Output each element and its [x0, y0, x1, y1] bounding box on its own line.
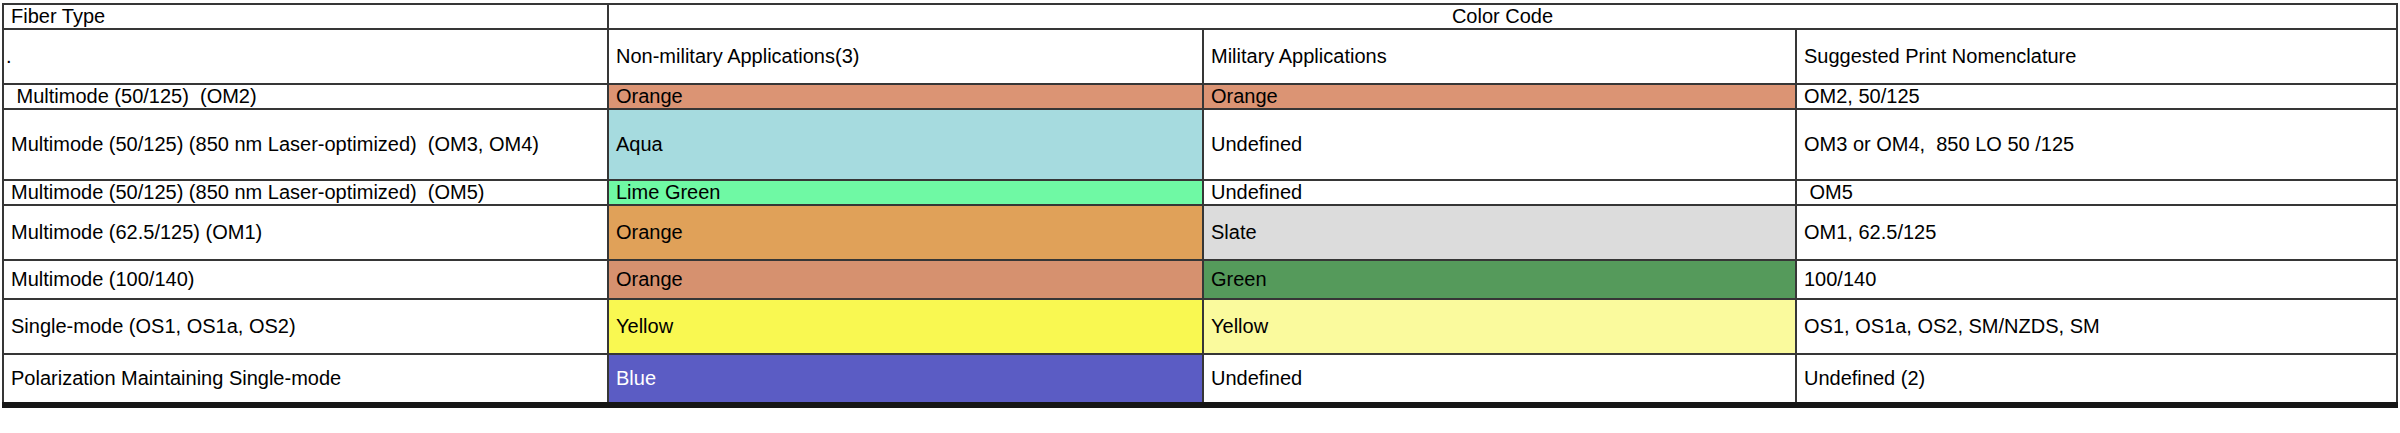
- military-color-cell: Undefined: [1203, 180, 1796, 205]
- fiber-type-cell: Multimode (50/125) (850 nm Laser-optimiz…: [3, 180, 608, 205]
- non-military-color-cell: Orange: [608, 205, 1203, 260]
- fiber-color-code-table: Fiber Type Color Code . Non-military App…: [2, 3, 2398, 408]
- non-military-color-cell: Orange: [608, 260, 1203, 299]
- nomenclature-cell: OS1, OS1a, OS2, SM/NZDS, SM: [1796, 299, 2397, 354]
- military-color-cell: Slate: [1203, 205, 1796, 260]
- dot-placeholder-cell: .: [3, 29, 608, 84]
- col-header-military: Military Applications: [1203, 29, 1796, 84]
- non-military-color-cell: Blue: [608, 354, 1203, 405]
- military-color-cell: Undefined: [1203, 354, 1796, 405]
- fiber-type-header: Fiber Type: [3, 4, 608, 29]
- table-row: Multimode (100/140) Orange Green 100/140: [3, 260, 2397, 299]
- fiber-type-cell: Multimode (62.5/125) (OM1): [3, 205, 608, 260]
- military-color-cell: Orange: [1203, 84, 1796, 109]
- non-military-color-cell: Yellow: [608, 299, 1203, 354]
- non-military-color-cell: Orange: [608, 84, 1203, 109]
- military-color-cell: Yellow: [1203, 299, 1796, 354]
- fiber-type-cell: Multimode (100/140): [3, 260, 608, 299]
- fiber-type-cell: Polarization Maintaining Single-mode: [3, 354, 608, 405]
- table-row: Multimode (62.5/125) (OM1) Orange Slate …: [3, 205, 2397, 260]
- military-color-cell: Undefined: [1203, 109, 1796, 180]
- col-header-nomenclature: Suggested Print Nomenclature: [1796, 29, 2397, 84]
- non-military-color-cell: Aqua: [608, 109, 1203, 180]
- table-row: Polarization Maintaining Single-mode Blu…: [3, 354, 2397, 405]
- header-row-group: Fiber Type Color Code: [3, 4, 2397, 29]
- table-row: Multimode (50/125) (850 nm Laser-optimiz…: [3, 180, 2397, 205]
- nomenclature-cell: OM2, 50/125: [1796, 84, 2397, 109]
- non-military-color-cell: Lime Green: [608, 180, 1203, 205]
- table-row: Single-mode (OS1, OS1a, OS2) Yellow Yell…: [3, 299, 2397, 354]
- table-row: Multimode (50/125) (850 nm Laser-optimiz…: [3, 109, 2397, 180]
- table-row: Multimode (50/125) (OM2) Orange Orange O…: [3, 84, 2397, 109]
- nomenclature-cell: OM1, 62.5/125: [1796, 205, 2397, 260]
- fiber-color-code-page: Fiber Type Color Code . Non-military App…: [0, 0, 2400, 433]
- fiber-type-cell: Multimode (50/125) (850 nm Laser-optimiz…: [3, 109, 608, 180]
- fiber-type-cell: Multimode (50/125) (OM2): [3, 84, 608, 109]
- header-row-columns: . Non-military Applications(3) Military …: [3, 29, 2397, 84]
- table-body: Multimode (50/125) (OM2) Orange Orange O…: [3, 84, 2397, 405]
- nomenclature-cell: OM5: [1796, 180, 2397, 205]
- nomenclature-cell: OM3 or OM4, 850 LO 50 /125: [1796, 109, 2397, 180]
- color-code-header: Color Code: [608, 4, 2397, 29]
- nomenclature-cell: Undefined (2): [1796, 354, 2397, 405]
- fiber-type-cell: Single-mode (OS1, OS1a, OS2): [3, 299, 608, 354]
- nomenclature-cell: 100/140: [1796, 260, 2397, 299]
- table-header: Fiber Type Color Code . Non-military App…: [3, 4, 2397, 84]
- col-header-non-military: Non-military Applications(3): [608, 29, 1203, 84]
- military-color-cell: Green: [1203, 260, 1796, 299]
